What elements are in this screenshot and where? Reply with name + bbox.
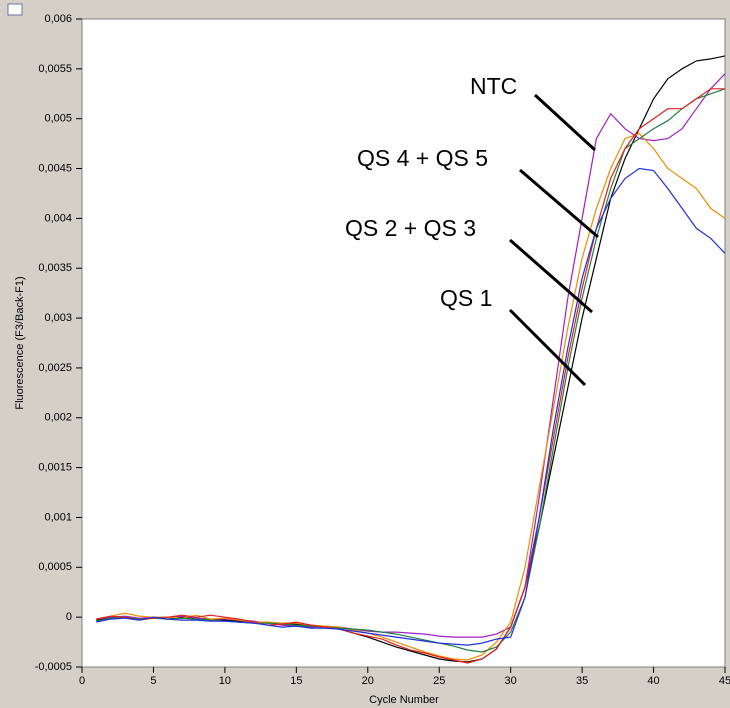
annotation: QS 1 xyxy=(440,285,492,311)
x-tick-label: 0 xyxy=(79,675,85,687)
x-tick-label: 20 xyxy=(362,675,374,687)
y-tick-label: 0,006 xyxy=(44,13,72,25)
x-tick-label: 45 xyxy=(719,675,730,687)
x-tick-label: 5 xyxy=(150,675,156,687)
x-axis-label: Cycle Number xyxy=(369,694,439,706)
y-axis-label: Fluorescence (F3/Back-F1) xyxy=(14,276,26,409)
annotation-pointer xyxy=(509,238,593,314)
y-tick-label: 0,0015 xyxy=(38,462,72,474)
y-tick-label: 0,005 xyxy=(44,113,72,125)
x-tick-label: 30 xyxy=(505,675,517,687)
y-tick-label: 0,003 xyxy=(44,312,72,324)
x-tick-label: 35 xyxy=(576,675,588,687)
annotation: QS 4 + QS 5 xyxy=(357,145,488,171)
x-tick-label: 25 xyxy=(433,675,445,687)
y-tick-label: 0 xyxy=(66,611,72,623)
series-line xyxy=(96,88,726,653)
x-tick-label: 10 xyxy=(219,675,231,687)
annotation: QS 2 + QS 3 xyxy=(345,215,476,241)
y-tick-label: 0,0035 xyxy=(38,262,72,274)
y-tick-label: 0,002 xyxy=(44,412,72,424)
series-line xyxy=(96,73,726,638)
chart-icon xyxy=(7,3,23,16)
series-line xyxy=(96,167,726,646)
y-tick-label: 0,001 xyxy=(44,511,72,523)
x-tick-label: 40 xyxy=(647,675,659,687)
annotation-pointer xyxy=(533,93,597,152)
plot-area xyxy=(81,18,726,668)
annotation-pointer xyxy=(508,308,587,387)
y-tick-label: 0,0025 xyxy=(38,362,72,374)
y-tick-label: -0,0005 xyxy=(35,661,72,673)
y-tick-label: 0,004 xyxy=(44,212,72,224)
y-tick-label: 0,0005 xyxy=(38,561,72,573)
annotation-pointer xyxy=(519,168,599,239)
y-tick-label: 0,0045 xyxy=(38,162,72,174)
y-tick-label: 0,0055 xyxy=(38,63,72,75)
x-tick-label: 15 xyxy=(290,675,302,687)
annotation: NTC xyxy=(470,73,517,99)
series-line xyxy=(96,88,725,664)
